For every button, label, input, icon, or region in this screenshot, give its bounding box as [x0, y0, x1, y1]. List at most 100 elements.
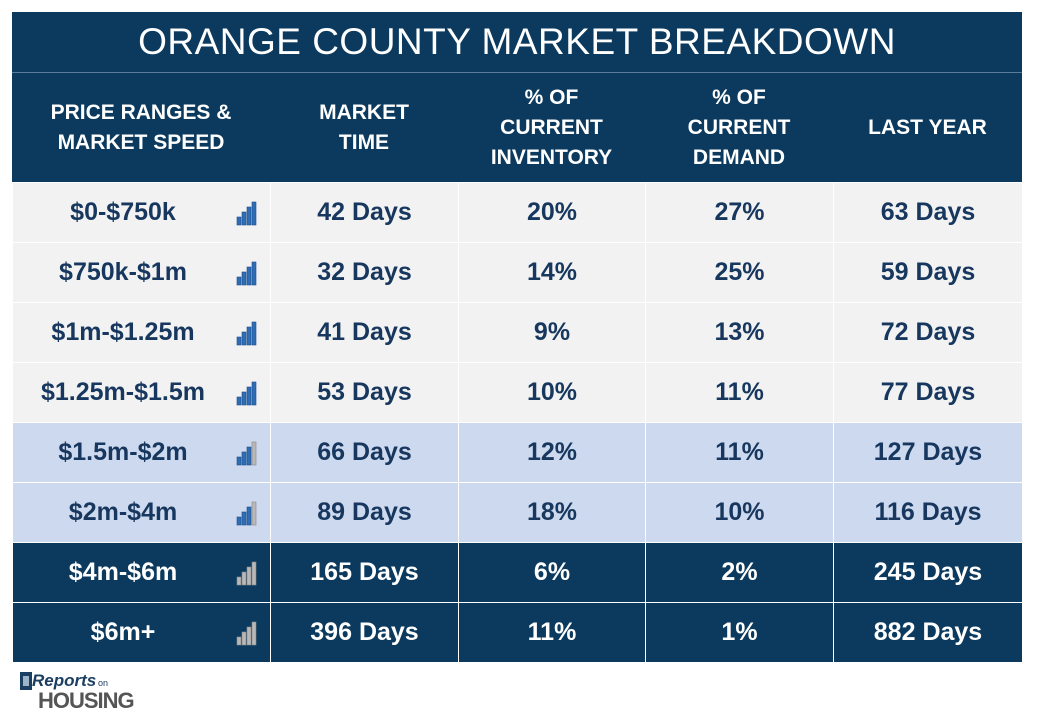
title: ORANGE COUNTY MARKET BREAKDOWN: [12, 12, 1022, 72]
table-cell: 10%: [458, 362, 645, 422]
icon-bar: [241, 271, 247, 285]
table-cell: $4m-$6m: [12, 542, 270, 602]
speed-icon: [236, 561, 257, 585]
icon-bar: [246, 506, 252, 525]
logo-small: on: [98, 678, 108, 688]
icon-bar: [241, 211, 247, 225]
column-header: LAST YEAR: [833, 72, 1022, 182]
icon-bar: [236, 216, 242, 225]
cell-text: 41 Days: [317, 318, 412, 346]
icon-bar: [246, 566, 252, 585]
logo: Reports on HOUSING: [20, 671, 135, 713]
icon-bar: [251, 621, 257, 645]
icon-bar: [246, 626, 252, 645]
cell-text: 42 Days: [317, 198, 412, 226]
cell-text: 396 Days: [310, 618, 419, 646]
cell-text: 72 Days: [880, 318, 976, 346]
logo-mark: [23, 676, 29, 686]
table-cell: 116 Days: [833, 482, 1022, 542]
cell-text: $2m-$4m: [68, 498, 178, 526]
table-cell: 72 Days: [833, 302, 1022, 362]
icon-bar: [251, 201, 257, 225]
cell-text: 10%: [526, 378, 578, 406]
table-cell: 165 Days: [270, 542, 458, 602]
cell-text: 25%: [714, 258, 765, 286]
cell-text: 12%: [526, 438, 578, 466]
cell-text: 1%: [721, 618, 758, 646]
cell-text: 127 Days: [873, 438, 983, 466]
table-cell: 13%: [645, 302, 833, 362]
speed-icon: [236, 501, 257, 525]
cell-text: 11%: [527, 618, 577, 646]
icon-bar: [246, 446, 252, 465]
icon-bar: [236, 576, 242, 585]
table-cell: 89 Days: [270, 482, 458, 542]
table-cell: $2m-$4m: [12, 482, 270, 542]
cell-text: $1.25m-$1.5m: [40, 378, 205, 406]
cell-text: 13%: [714, 318, 765, 346]
table-cell: 882 Days: [833, 602, 1022, 662]
icon-bar: [236, 336, 242, 345]
table-cell: 41 Days: [270, 302, 458, 362]
table-cell: $1.25m-$1.5m: [12, 362, 270, 422]
icon-bar: [236, 456, 242, 465]
cell-text: 20%: [526, 198, 578, 226]
icon-bar: [246, 326, 252, 345]
table-cell: 53 Days: [270, 362, 458, 422]
table-cell: 1%: [645, 602, 833, 662]
column-header: MARKET TIME: [270, 72, 458, 182]
cell-text: 10%: [714, 498, 765, 526]
icon-bar: [241, 451, 247, 465]
table-cell: 245 Days: [833, 542, 1022, 602]
icon-bar: [251, 441, 257, 465]
table-cell: $1m-$1.25m: [12, 302, 270, 362]
icon-bar: [251, 561, 257, 585]
cell-text: $0-$750k: [70, 198, 176, 226]
header-text: LAST YEAR: [868, 115, 987, 139]
table-cell: 11%: [458, 602, 645, 662]
table-cell: 27%: [645, 182, 833, 242]
cell-text: 53 Days: [317, 378, 412, 406]
table-cell: 2%: [645, 542, 833, 602]
table-cell: 127 Days: [833, 422, 1022, 482]
table-cell: $750k-$1m: [12, 242, 270, 302]
table-cell: 9%: [458, 302, 645, 362]
cell-text: $6m+: [90, 618, 156, 646]
table-cell: 11%: [645, 422, 833, 482]
column-header: % OF CURRENT INVENTORY: [458, 72, 645, 182]
cell-text: 2%: [721, 558, 758, 586]
cell-text: 89 Days: [317, 498, 412, 526]
table-cell: 12%: [458, 422, 645, 482]
table-cell: $6m+: [12, 602, 270, 662]
speed-icon: [236, 261, 257, 285]
logo-brand: Reports: [32, 671, 96, 690]
cell-text: 11%: [715, 438, 764, 466]
cell-text: $1m-$1.25m: [51, 318, 195, 346]
cell-text: 18%: [526, 498, 578, 526]
icon-bar: [241, 511, 247, 525]
icon-bar: [241, 331, 247, 345]
table-cell: 396 Days: [270, 602, 458, 662]
cell-text: 245 Days: [873, 558, 983, 586]
table-cell: 14%: [458, 242, 645, 302]
icon-bar: [251, 381, 257, 405]
table-cell: 18%: [458, 482, 645, 542]
table-cell: 32 Days: [270, 242, 458, 302]
table-cell: 11%: [645, 362, 833, 422]
cell-text: 66 Days: [317, 438, 412, 466]
speed-icon: [236, 381, 257, 405]
cell-text: 27%: [714, 198, 765, 226]
logo-name: HOUSING: [38, 688, 134, 713]
cell-text: 63 Days: [880, 198, 976, 226]
header-text: PRICE RANGES & MARKET SPEED: [50, 100, 232, 154]
column-header: PRICE RANGES & MARKET SPEED: [12, 72, 270, 182]
cell-text: 14%: [526, 258, 578, 286]
icon-bar: [246, 206, 252, 225]
header-text: % OF CURRENT DEMAND: [687, 85, 791, 169]
cell-text: 77 Days: [880, 378, 976, 406]
cell-text: 9%: [533, 318, 571, 346]
cell-text: $1.5m-$2m: [58, 438, 188, 466]
icon-bar: [236, 516, 242, 525]
cell-text: $750k-$1m: [59, 258, 187, 286]
